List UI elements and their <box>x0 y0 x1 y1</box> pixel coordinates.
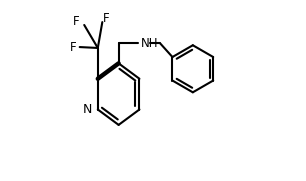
Text: F: F <box>103 12 109 25</box>
Text: N: N <box>83 103 92 116</box>
Text: F: F <box>73 15 79 28</box>
Text: F: F <box>70 41 77 54</box>
Text: NH: NH <box>141 37 158 50</box>
